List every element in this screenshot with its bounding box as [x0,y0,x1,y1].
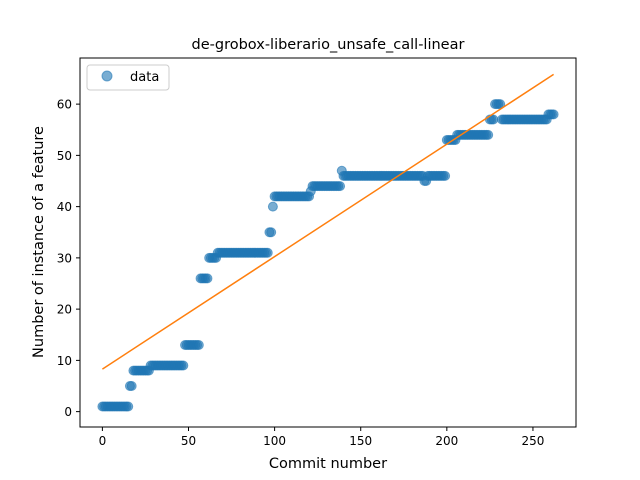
y-tick-label: 30 [57,251,72,265]
data-point [262,247,273,258]
y-tick-label: 0 [64,405,72,419]
data-point [335,181,346,192]
y-axis-label: Number of instance of a feature [31,126,47,358]
axes-frame [79,57,577,428]
x-tick-label: 200 [435,434,458,448]
y-tick-label: 10 [57,354,72,368]
data-point [267,201,278,212]
data-point [548,109,559,120]
data-point [178,360,189,371]
x-axis-label: Commit number [269,456,387,472]
plot-area [97,73,559,412]
data-point [266,227,277,238]
x-axis-ticks: 0 50 100 150 200 250 [99,427,544,448]
x-tick-label: 150 [349,434,372,448]
data-point [126,381,137,391]
data-points-layer [97,99,559,412]
data-point [193,340,204,350]
legend: data [86,64,170,91]
legend-label: data [130,70,159,85]
fit-line-layer [101,73,555,370]
legend-marker [101,70,113,82]
data-point [483,129,494,140]
y-tick-label: 50 [57,149,72,163]
data-point [123,401,134,412]
y-tick-label: 40 [57,200,72,214]
x-tick-label: 250 [521,434,544,448]
x-tick-label: 100 [263,434,286,448]
data-point [202,273,213,284]
x-tick-label: 50 [181,434,196,448]
y-tick-label: 60 [57,98,72,112]
y-axis-ticks: 0 10 20 30 40 50 60 [57,98,80,419]
fit-line [101,73,555,370]
data-point [440,170,451,181]
x-tick-label: 0 [99,434,107,448]
y-tick-label: 20 [57,303,72,317]
chart-title: de-grobox-liberario_unsafe_call-linear [192,37,465,53]
